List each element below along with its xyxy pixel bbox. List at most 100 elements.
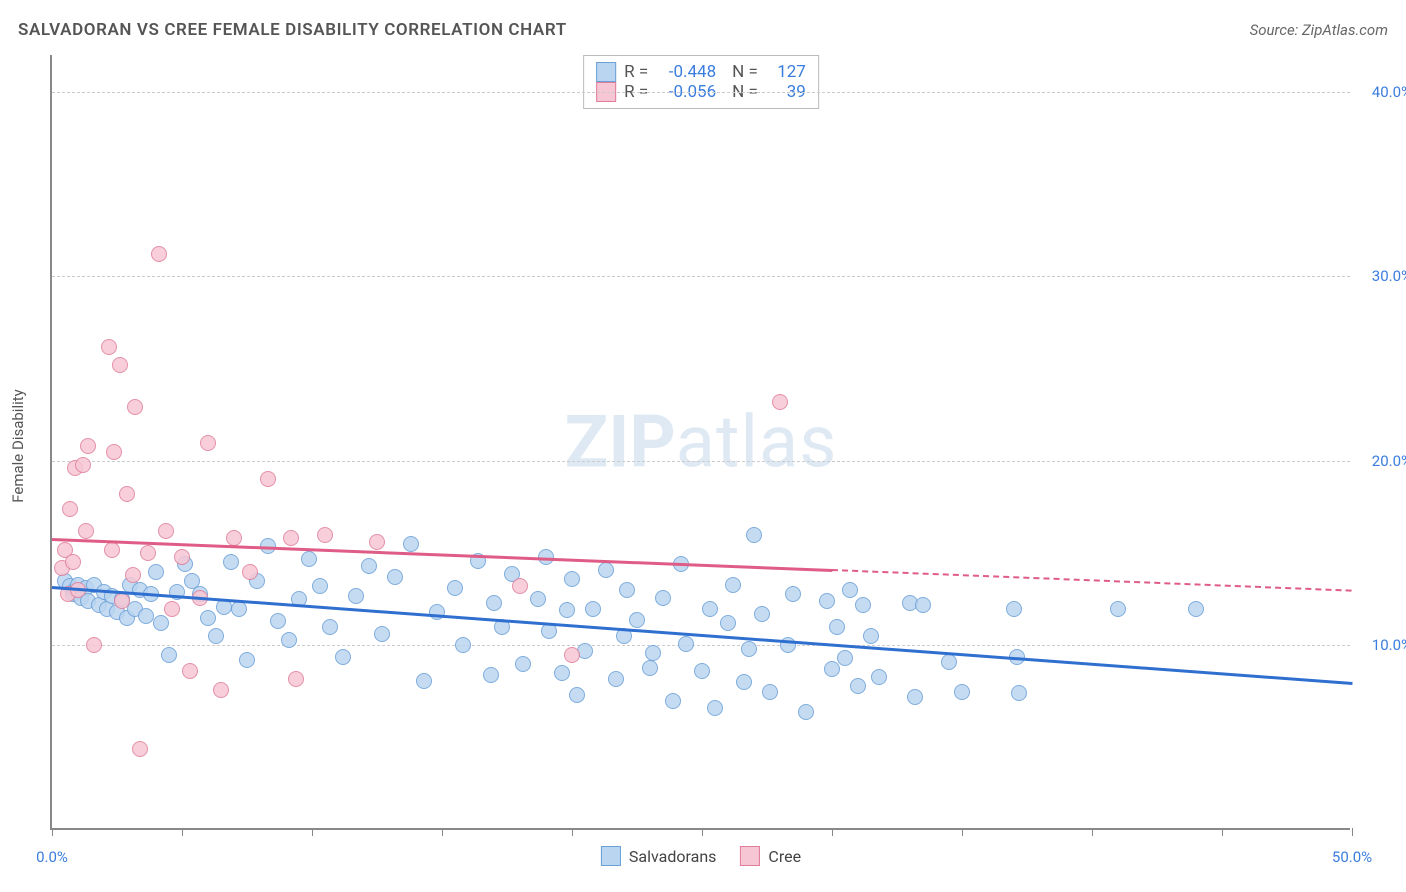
gridline <box>52 276 1350 277</box>
data-point <box>270 613 286 629</box>
stat-n-value: 127 <box>766 62 806 82</box>
data-point <box>104 542 120 558</box>
data-point <box>585 601 601 617</box>
data-point <box>665 693 681 709</box>
data-point <box>242 564 258 580</box>
data-point <box>642 660 658 676</box>
stats-box: R =-0.448N =127R =-0.056N =39 <box>583 55 819 109</box>
gridline <box>52 92 1350 93</box>
data-point <box>369 534 385 550</box>
data-point <box>871 669 887 685</box>
data-point <box>65 554 81 570</box>
data-point <box>416 673 432 689</box>
data-point <box>138 608 154 624</box>
data-point <box>954 684 970 700</box>
data-point <box>317 527 333 543</box>
x-tick <box>312 828 313 836</box>
plot-area: ZIPatlas R =-0.448N =127R =-0.056N =39 S… <box>50 55 1350 830</box>
data-point <box>182 663 198 679</box>
data-point <box>564 571 580 587</box>
data-point <box>322 619 338 635</box>
x-tick <box>1092 828 1093 836</box>
data-point <box>694 663 710 679</box>
data-point <box>762 684 778 700</box>
y-tick-label: 40.0% <box>1372 83 1406 101</box>
data-point <box>164 601 180 617</box>
data-point <box>569 687 585 703</box>
data-point <box>335 649 351 665</box>
legend-swatch <box>601 846 621 866</box>
data-point <box>559 602 575 618</box>
data-point <box>725 577 741 593</box>
data-point <box>148 564 164 580</box>
data-point <box>348 588 364 604</box>
data-point <box>772 394 788 410</box>
x-tick-label: 0.0% <box>36 848 68 866</box>
x-tick <box>52 828 53 836</box>
data-point <box>125 567 141 583</box>
data-point <box>127 399 143 415</box>
data-point <box>455 637 471 653</box>
data-point <box>720 615 736 631</box>
data-point <box>655 590 671 606</box>
data-point <box>736 674 752 690</box>
data-point <box>798 704 814 720</box>
data-point <box>119 486 135 502</box>
chart-header: SALVADORAN VS CREE FEMALE DISABILITY COR… <box>18 20 1388 40</box>
data-point <box>288 671 304 687</box>
data-point <box>174 549 190 565</box>
data-point <box>312 578 328 594</box>
stats-row: R =-0.448N =127 <box>596 62 806 82</box>
chart-title: SALVADORAN VS CREE FEMALE DISABILITY COR… <box>18 20 567 40</box>
x-tick <box>702 828 703 836</box>
data-point <box>140 545 156 561</box>
data-point <box>824 661 840 677</box>
data-point <box>75 457 91 473</box>
data-point <box>530 591 546 607</box>
data-point <box>223 554 239 570</box>
watermark: ZIPatlas <box>565 399 838 484</box>
data-point <box>62 501 78 517</box>
stat-r-value: -0.448 <box>656 62 716 82</box>
data-point <box>515 656 531 672</box>
x-tick <box>182 828 183 836</box>
data-point <box>132 741 148 757</box>
data-point <box>200 435 216 451</box>
data-point <box>447 580 463 596</box>
data-point <box>598 562 614 578</box>
data-point <box>915 597 931 613</box>
data-point <box>785 586 801 602</box>
data-point <box>158 523 174 539</box>
data-point <box>907 689 923 705</box>
legend-item: Salvadorans <box>601 846 716 866</box>
x-tick <box>832 828 833 836</box>
data-point <box>512 578 528 594</box>
data-point <box>645 645 661 661</box>
data-point <box>281 632 297 648</box>
y-tick-label: 20.0% <box>1372 452 1406 470</box>
data-point <box>80 438 96 454</box>
gridline <box>52 645 1350 646</box>
x-tick-label: 50.0% <box>1332 848 1372 866</box>
data-point <box>707 700 723 716</box>
legend-item: Cree <box>740 846 801 866</box>
data-point <box>754 606 770 622</box>
bottom-legend: Salvadorans Cree <box>601 846 801 866</box>
data-point <box>746 527 762 543</box>
data-point <box>486 595 502 611</box>
data-point <box>863 628 879 644</box>
chart-source: Source: ZipAtlas.com <box>1250 21 1388 39</box>
data-point <box>161 647 177 663</box>
x-tick <box>572 828 573 836</box>
data-point <box>213 682 229 698</box>
data-point <box>829 619 845 635</box>
data-point <box>850 678 866 694</box>
data-point <box>374 626 390 642</box>
legend-label: Salvadorans <box>629 847 716 866</box>
data-point <box>239 652 255 668</box>
data-point <box>941 654 957 670</box>
data-point <box>619 582 635 598</box>
data-point <box>403 536 419 552</box>
trend-line <box>832 569 1352 592</box>
data-point <box>608 671 624 687</box>
